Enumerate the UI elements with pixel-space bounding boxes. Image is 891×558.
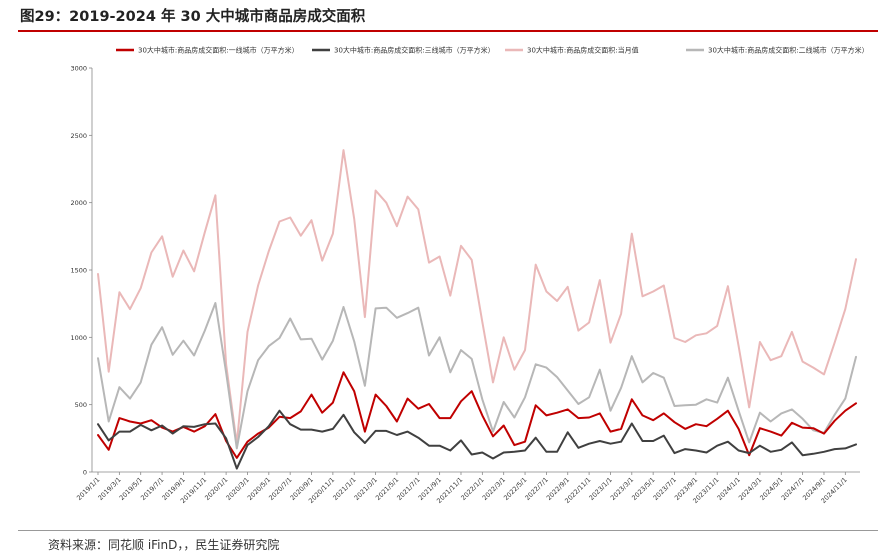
series-line [97, 409, 857, 470]
y-tick-label: 500 [75, 401, 87, 409]
legend-entry: 30大中城市:商品房成交面积:二线城市（万平方米） [708, 46, 869, 55]
y-tick-label: 0 [83, 469, 87, 477]
chart-title: 图29：2019-2024 年 30 大中城市商品房成交面积 [20, 9, 366, 25]
legend-entry: 30大中城市:商品房成交面积:当月值 [527, 46, 639, 55]
series-line [97, 302, 857, 450]
legend-entry: 30大中城市:商品房成交面积:一线城市（万平方米） [138, 46, 299, 55]
y-tick-label: 1000 [70, 334, 87, 342]
source-note: 资料来源：同花顺 iFinD，，民生证券研究院 [48, 538, 280, 552]
legend-entry: 30大中城市:商品房成交面积:三线城市（万平方米） [334, 46, 495, 55]
y-tick-label: 1500 [70, 267, 87, 275]
y-tick-label: 2500 [70, 132, 87, 140]
title-bar: 图29：2019-2024 年 30 大中城市商品房成交面积 [18, 0, 878, 32]
footer-divider [18, 530, 878, 531]
y-tick-label: 2000 [70, 199, 87, 207]
y-tick-label: 3000 [70, 65, 87, 73]
series-line [97, 371, 857, 459]
series-line [97, 149, 857, 445]
chart: 0500100015002000250030002019/1/12019/3/1… [70, 46, 869, 505]
